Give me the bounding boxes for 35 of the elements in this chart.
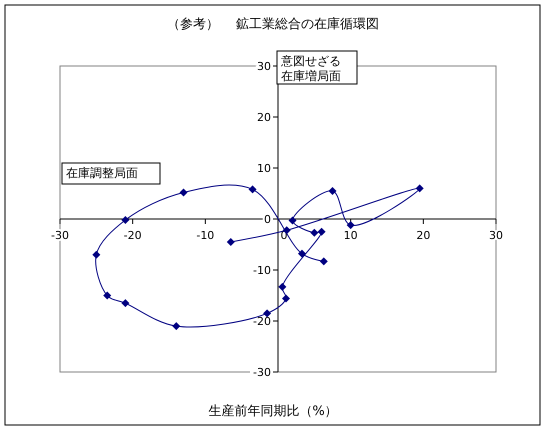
point xyxy=(282,294,290,303)
point xyxy=(288,216,297,225)
annotation: 意図せざる在庫増局面 xyxy=(280,54,341,83)
point xyxy=(180,188,188,196)
y-tick-label: 10 xyxy=(257,162,271,175)
x-tick-label: -30 xyxy=(51,229,69,242)
y-tick-label: -10 xyxy=(253,264,271,277)
point xyxy=(121,299,130,308)
point xyxy=(172,322,180,330)
x-tick-label: 10 xyxy=(344,229,358,242)
point xyxy=(310,228,318,237)
point xyxy=(226,238,235,246)
point xyxy=(121,216,130,224)
point xyxy=(320,257,328,266)
x-tick-label: -10 xyxy=(196,229,214,242)
annotation: 在庫調整局面 xyxy=(66,166,138,180)
x-tick-label: -20 xyxy=(124,229,142,242)
point xyxy=(248,185,257,194)
point xyxy=(328,186,336,195)
x-axis-title: 生産前年同期比（%） xyxy=(208,403,338,419)
point xyxy=(416,184,424,192)
y-tick-label: -30 xyxy=(253,366,271,379)
y-tick-label: 20 xyxy=(257,111,271,124)
point xyxy=(346,221,355,230)
point xyxy=(92,250,100,259)
y-tick-label: 30 xyxy=(257,60,271,73)
x-tick-label: 20 xyxy=(416,229,430,242)
point xyxy=(298,250,306,258)
y-tick-label: -20 xyxy=(253,315,271,328)
point xyxy=(318,228,326,236)
y-tick-label: 0 xyxy=(264,213,271,226)
x-tick-label: 30 xyxy=(489,229,503,242)
point xyxy=(103,292,112,300)
chart-title: （参考） 鉱工業総合の在庫循環図 xyxy=(166,16,380,32)
point xyxy=(278,282,286,291)
